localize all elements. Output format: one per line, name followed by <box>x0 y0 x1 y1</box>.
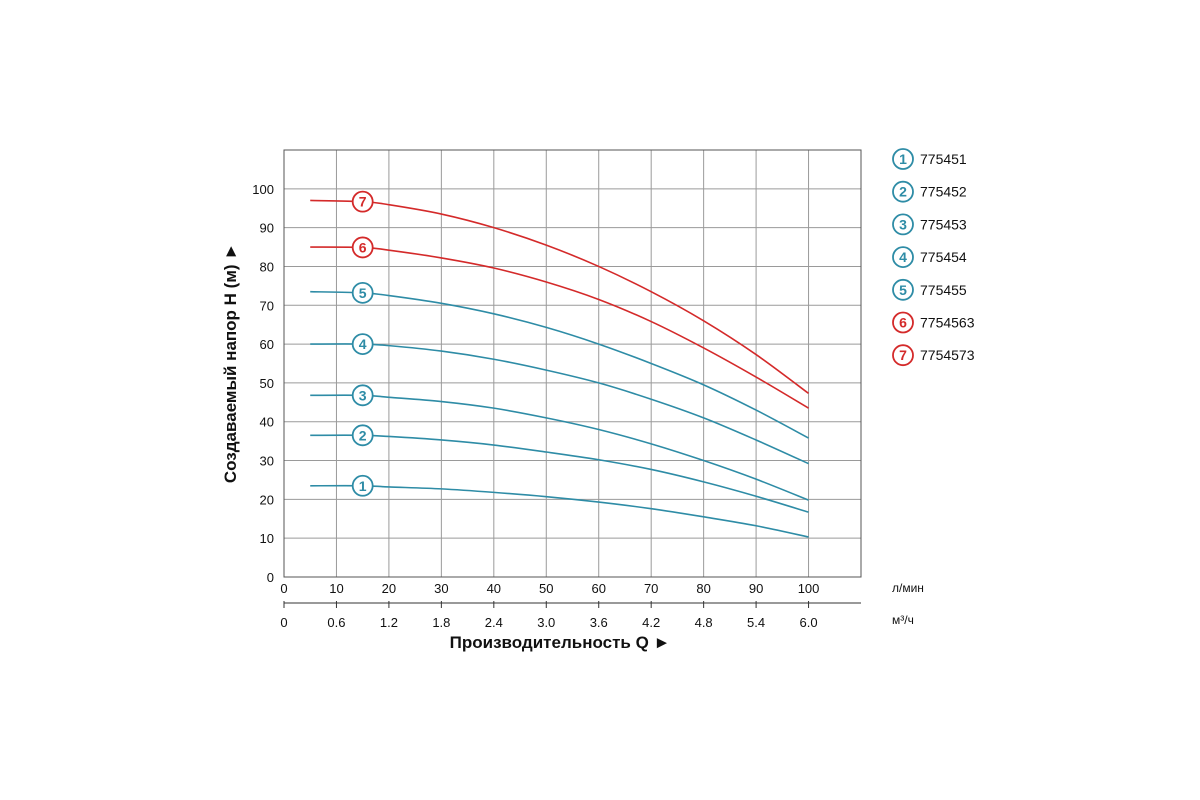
curve-badge-4 <box>351 333 374 355</box>
legend-badge-label-4: 4 <box>899 249 907 265</box>
y-tick-label: 10 <box>260 531 274 546</box>
x2-tick-label: 0 <box>280 615 287 630</box>
x-tick-label: 70 <box>644 581 658 596</box>
x2-tick-label: 2.4 <box>485 615 503 630</box>
x2-tick-label: 0.6 <box>327 615 345 630</box>
curve-badge-5 <box>351 281 374 304</box>
x-tick-label: 40 <box>487 581 501 596</box>
curve-badge-label-7: 7 <box>359 194 367 210</box>
legend-item-3: 775453 <box>920 216 967 232</box>
y-tick-label: 70 <box>260 298 274 313</box>
curve-badge-2 <box>351 424 374 447</box>
legend-item-5: 775455 <box>920 282 967 298</box>
legend-badge-label-3: 3 <box>899 216 907 232</box>
legend-badge-6 <box>892 311 914 334</box>
legend-item-2: 775452 <box>920 184 967 200</box>
x2-tick-label: 4.2 <box>642 615 660 630</box>
y-tick-label: 50 <box>260 376 274 391</box>
legend-item-1: 775451 <box>920 151 967 167</box>
series-line-1 <box>310 484 809 538</box>
legend-badge-label-6: 6 <box>899 315 907 331</box>
x2-tick-label: 1.2 <box>380 615 398 630</box>
x2-tick-label: 1.8 <box>432 615 450 630</box>
y-tick-label: 20 <box>260 492 274 507</box>
grid <box>284 150 861 577</box>
legend-badge-label-7: 7 <box>899 347 907 363</box>
x-unit-label: л/мин <box>892 581 924 595</box>
y-tick-label: 30 <box>260 454 274 469</box>
legend-badge-label-5: 5 <box>899 282 907 298</box>
x2-unit-label: м³/ч <box>892 613 914 627</box>
x-tick-label: 20 <box>382 581 396 596</box>
curve-badge-label-6: 6 <box>359 239 367 255</box>
series-line-5 <box>310 290 809 439</box>
legend-badge-label-2: 2 <box>899 184 907 200</box>
curve-badge-1 <box>351 474 374 497</box>
series-line-2 <box>310 434 809 513</box>
legend: 1 775451 2 775452 3 775453 4 775454 5 775455 6 7754… <box>892 148 975 367</box>
x-tick-label: 60 <box>591 581 605 596</box>
x-tick-label: 100 <box>798 581 820 596</box>
x-tick-label: 80 <box>696 581 710 596</box>
curve-badge-label-5: 5 <box>359 285 367 301</box>
y-tick-label: 40 <box>260 415 274 430</box>
series-line-4 <box>310 343 809 465</box>
legend-badge-4 <box>892 246 914 269</box>
y-tick-label: 90 <box>260 221 274 236</box>
legend-badge-7 <box>892 344 914 367</box>
curve-badge-label-2: 2 <box>359 427 367 443</box>
x2-tick-label: 3.0 <box>537 615 555 630</box>
y-tick-label: 0 <box>267 570 274 585</box>
axes: 00100.6201.2301.8402.4503.0603.6704.2804… <box>252 182 861 630</box>
legend-badge-3 <box>892 213 914 236</box>
series-lines <box>310 199 810 538</box>
x-tick-label: 10 <box>329 581 343 596</box>
curve-badge-label-1: 1 <box>359 478 367 494</box>
plot-frame <box>283 149 862 578</box>
legend-item-6: 7754563 <box>920 315 975 331</box>
legend-badge-label-1: 1 <box>899 151 907 167</box>
x2-tick-label: 6.0 <box>800 615 818 630</box>
legend-item-7: 7754573 <box>920 347 975 363</box>
y-axis-title: Создаваемый напор H (м) ► <box>221 243 240 483</box>
curve-badge-label-3: 3 <box>359 387 367 403</box>
x-axis-title: Производительность Q ► <box>450 633 671 652</box>
series-line-3 <box>310 394 809 501</box>
curve-badge-7 <box>351 190 374 213</box>
curve-labels: 1 2 3 4 5 6 7 <box>351 190 374 497</box>
x2-tick-label: 4.8 <box>695 615 713 630</box>
y-tick-label: 80 <box>260 259 274 274</box>
x-tick-label: 90 <box>749 581 763 596</box>
x2-tick-label: 3.6 <box>590 615 608 630</box>
y-tick-label: 60 <box>260 337 274 352</box>
x-tick-label: 0 <box>280 581 287 596</box>
x-tick-label: 30 <box>434 581 448 596</box>
curve-badge-3 <box>351 384 374 407</box>
x-tick-label: 50 <box>539 581 553 596</box>
curve-badge-6 <box>351 236 374 259</box>
legend-badge-1 <box>892 148 914 170</box>
x2-tick-label: 5.4 <box>747 615 765 630</box>
series-line-6 <box>310 246 809 409</box>
legend-badge-5 <box>892 278 914 301</box>
y-tick-label: 100 <box>252 182 274 197</box>
series-line-7 <box>310 199 810 395</box>
legend-item-4: 775454 <box>920 249 967 265</box>
legend-badge-2 <box>892 180 914 203</box>
curve-badge-label-4: 4 <box>359 336 367 352</box>
